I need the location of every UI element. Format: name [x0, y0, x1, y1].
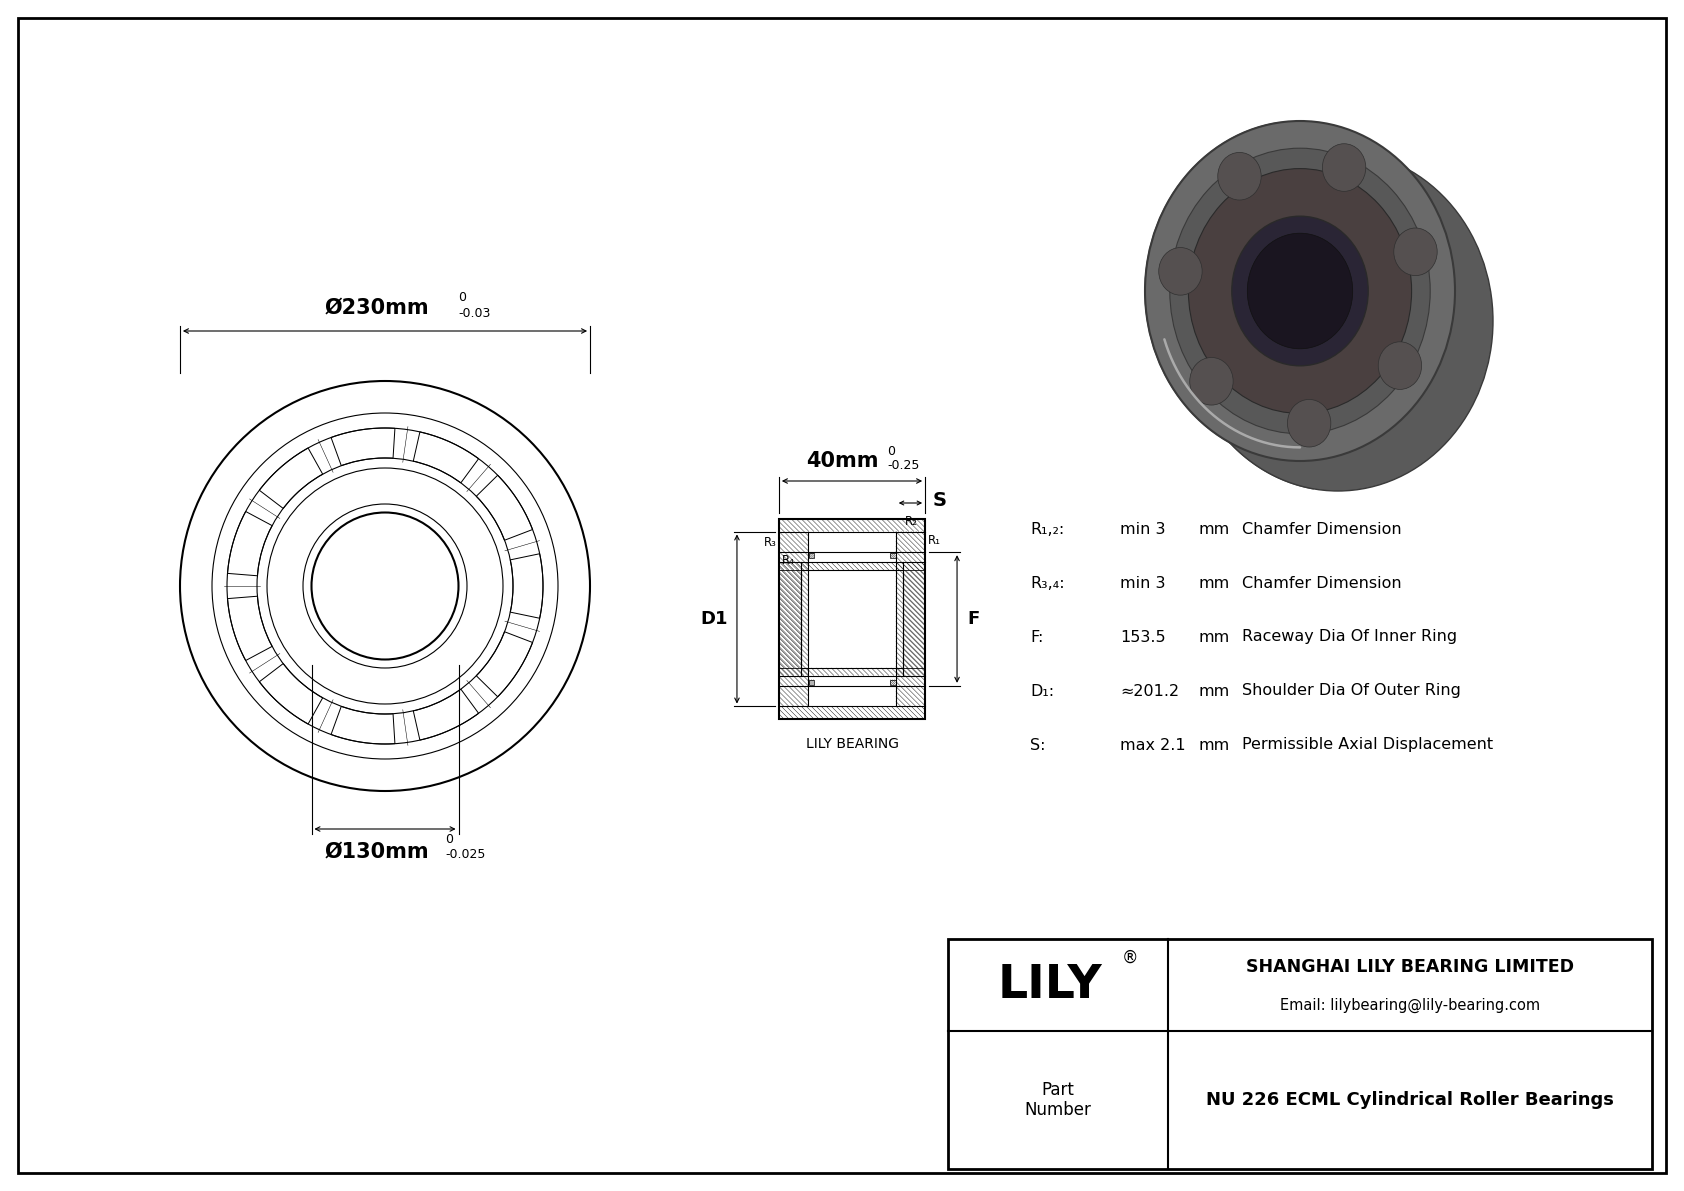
Bar [891, 680, 896, 685]
Text: Chamfer Dimension: Chamfer Dimension [1243, 575, 1401, 591]
Bar [780, 531, 808, 706]
Text: LILY: LILY [997, 962, 1103, 1008]
Bar [780, 668, 925, 675]
Text: R₃,₄:: R₃,₄: [1031, 575, 1064, 591]
Bar [948, 939, 1652, 1170]
Text: 40mm: 40mm [805, 451, 879, 470]
Text: 0: 0 [887, 445, 894, 459]
Ellipse shape [1378, 342, 1421, 389]
Ellipse shape [1145, 121, 1455, 461]
Bar [780, 562, 925, 570]
Ellipse shape [1394, 227, 1436, 275]
Bar [780, 519, 925, 719]
Bar [780, 570, 802, 668]
Text: Ø130mm: Ø130mm [325, 842, 429, 862]
Ellipse shape [1182, 151, 1494, 491]
Ellipse shape [1322, 144, 1366, 192]
Text: LILY BEARING: LILY BEARING [805, 737, 899, 752]
Text: -0.03: -0.03 [458, 307, 490, 320]
Bar [808, 553, 813, 559]
Ellipse shape [1288, 399, 1330, 447]
Text: R₁,₂:: R₁,₂: [1031, 522, 1064, 536]
Text: Ø230mm: Ø230mm [325, 298, 429, 318]
Ellipse shape [1189, 357, 1233, 405]
Text: mm: mm [1197, 630, 1229, 644]
Text: Permissible Axial Displacement: Permissible Axial Displacement [1243, 737, 1494, 753]
Text: 0: 0 [445, 833, 453, 846]
Text: 153.5: 153.5 [1120, 630, 1165, 644]
Text: D₁:: D₁: [1031, 684, 1054, 698]
Text: Chamfer Dimension: Chamfer Dimension [1243, 522, 1401, 536]
Bar [903, 570, 925, 668]
Text: -0.25: -0.25 [887, 459, 919, 472]
Bar [808, 680, 813, 685]
Text: S: S [933, 492, 946, 511]
Text: Shoulder Dia Of Outer Ring: Shoulder Dia Of Outer Ring [1243, 684, 1462, 698]
Bar [891, 553, 896, 559]
Text: 0: 0 [458, 291, 466, 304]
Ellipse shape [1189, 169, 1411, 413]
Text: Part
Number: Part Number [1024, 1080, 1091, 1120]
Bar [780, 706, 925, 719]
Text: Raceway Dia Of Inner Ring: Raceway Dia Of Inner Ring [1243, 630, 1457, 644]
Text: ≈201.2: ≈201.2 [1120, 684, 1179, 698]
Text: F:: F: [1031, 630, 1044, 644]
Text: -0.025: -0.025 [445, 848, 485, 861]
Ellipse shape [1231, 217, 1367, 366]
Text: NU 226 ECML Cylindrical Roller Bearings: NU 226 ECML Cylindrical Roller Bearings [1206, 1091, 1613, 1109]
Text: min 3: min 3 [1120, 522, 1165, 536]
Ellipse shape [1218, 152, 1261, 200]
Text: mm: mm [1197, 684, 1229, 698]
Text: max 2.1: max 2.1 [1120, 737, 1186, 753]
Ellipse shape [1280, 256, 1398, 386]
Text: R₂: R₂ [906, 515, 918, 528]
Bar [780, 519, 925, 531]
Text: min 3: min 3 [1120, 575, 1165, 591]
Text: ®: ® [1122, 949, 1138, 967]
Text: SHANGHAI LILY BEARING LIMITED: SHANGHAI LILY BEARING LIMITED [1246, 958, 1575, 975]
Text: R₃: R₃ [765, 536, 776, 549]
Ellipse shape [1159, 248, 1202, 295]
Text: S:: S: [1031, 737, 1046, 753]
Text: mm: mm [1197, 737, 1229, 753]
Bar [896, 531, 925, 706]
Text: mm: mm [1197, 522, 1229, 536]
Text: Email: lilybearing@lily-bearing.com: Email: lilybearing@lily-bearing.com [1280, 997, 1541, 1012]
Ellipse shape [1248, 233, 1352, 349]
Text: R₁: R₁ [928, 534, 941, 547]
Polygon shape [1145, 123, 1314, 490]
Text: F: F [967, 610, 980, 628]
Text: R₄: R₄ [781, 554, 795, 567]
Text: D1: D1 [701, 610, 727, 628]
Text: mm: mm [1197, 575, 1229, 591]
Ellipse shape [1170, 148, 1430, 434]
